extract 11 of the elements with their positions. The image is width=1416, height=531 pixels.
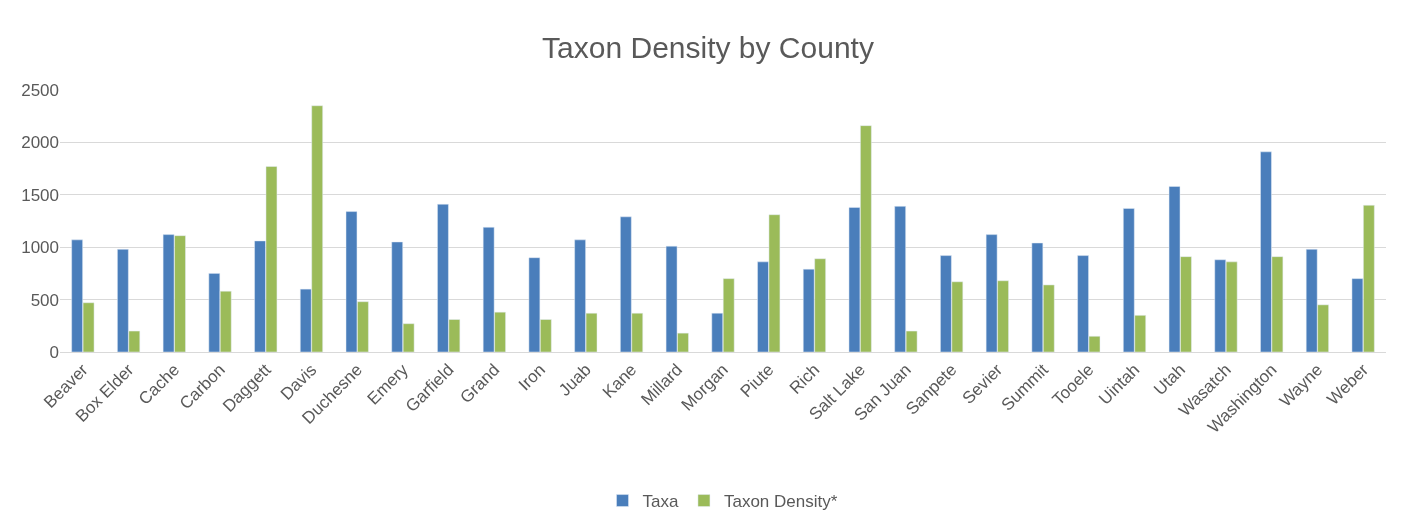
legend-label: Taxon Density* [723,492,838,512]
legend-label: Taxa [642,492,679,512]
y-tick-label: 500 [30,290,59,310]
y-tick-label: 2500 [21,80,59,100]
x-tick-label: Iron [514,360,549,395]
y-tick-label: 1000 [21,238,59,258]
y-tick-label: 1500 [21,185,59,205]
y-tick-label: 2000 [21,133,59,153]
x-tick-label: Rich [785,360,824,398]
chart-title: Taxon Density by County [542,31,874,65]
y-tick-label: 0 [49,342,59,362]
